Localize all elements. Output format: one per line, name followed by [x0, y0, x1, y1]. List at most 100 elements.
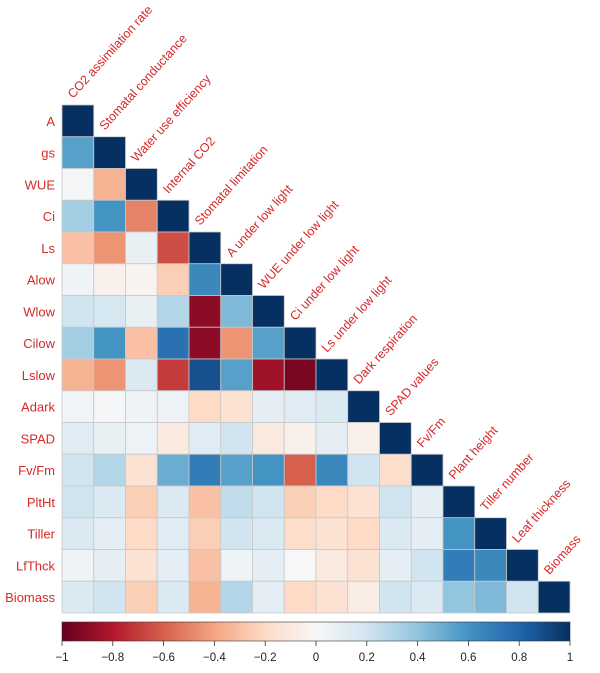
heatmap-cell-4-4	[188, 231, 222, 265]
colorbar-tick-label-1: −0.8	[101, 652, 124, 664]
heatmap-cell-13-5	[220, 517, 253, 550]
heatmap-cell-12-12	[442, 485, 476, 519]
heatmap-cell-10-8	[315, 422, 349, 455]
heatmap-cell-10-7	[283, 422, 317, 455]
heatmap-cell-12-1	[93, 485, 126, 519]
heatmap-cell-3-2	[125, 199, 158, 233]
heatmap-cell-12-11	[410, 485, 444, 519]
colorbar-tick-label-10: 1	[567, 652, 573, 664]
column-label-13: Tiller number	[478, 451, 537, 514]
heatmap-cell-15-6	[252, 580, 285, 614]
heatmap-cell-7-7	[283, 326, 317, 360]
heatmap-cell-14-8	[315, 549, 349, 582]
heatmap-cell-11-11	[410, 453, 444, 487]
heatmap-cell-4-0	[61, 231, 95, 265]
heatmap-cell-14-11	[410, 549, 444, 582]
heatmap-cell-13-0	[61, 517, 95, 550]
heatmap-cell-15-3	[156, 580, 190, 614]
heatmap-cell-13-13	[474, 517, 507, 550]
heatmap-cell-7-5	[220, 326, 253, 360]
heatmap-cell-2-2	[125, 168, 158, 201]
colorbar-tick-label-6: 0.2	[359, 652, 375, 664]
row-labels: Ags WUE Ci Ls Alow Wlow Cilow Lslow Adark SPAD Fv/…	[5, 114, 56, 605]
heatmap-cell-13-4	[188, 517, 222, 550]
heatmap-cell-12-10	[379, 485, 412, 519]
column-label-15: Biomass	[541, 532, 583, 577]
heatmap-cell-14-4	[188, 549, 222, 582]
heatmap-cell-13-12	[442, 517, 476, 550]
heatmap-cell-11-10	[379, 453, 412, 487]
heatmap-cell-12-8	[315, 485, 349, 519]
heatmap-cell-10-10	[379, 422, 412, 455]
heatmap-cell-8-0	[61, 358, 95, 392]
heatmap-cell-6-1	[93, 295, 126, 328]
heatmap-cell-11-6	[252, 453, 285, 487]
heatmap-cell-5-1	[93, 263, 126, 296]
heatmap-cell-15-12	[442, 580, 476, 614]
heatmap-cell-9-4	[188, 390, 222, 423]
heatmap-cell-9-9	[347, 390, 380, 423]
heatmap-cell-8-7	[283, 358, 317, 392]
column-label-12: Plant height	[446, 423, 501, 482]
heatmap-cell-6-2	[125, 295, 158, 328]
heatmap-cell-12-9	[347, 485, 380, 519]
heatmap-cell-11-7	[283, 453, 317, 487]
heatmap-cell-15-9	[347, 580, 380, 614]
heatmap-cell-11-8	[315, 453, 349, 487]
heatmap-cell-14-13	[474, 549, 507, 582]
heatmap-cell-4-3	[156, 231, 190, 265]
heatmap-cell-15-15	[537, 580, 571, 614]
heatmap-cell-11-3	[156, 453, 190, 487]
row-label-10: SPAD	[21, 431, 55, 446]
heatmap-cell-8-8	[315, 358, 349, 392]
heatmap-cell-13-2	[125, 517, 158, 550]
heatmap-cell-10-9	[347, 422, 380, 455]
heatmap-cell-14-6	[252, 549, 285, 582]
heatmap-cell-9-3	[156, 390, 190, 423]
heatmap-cell-6-0	[61, 295, 95, 328]
heatmap-cell-11-9	[347, 453, 380, 487]
row-label-13: Tiller	[27, 527, 55, 542]
heatmap-cell-15-14	[506, 580, 539, 614]
colorbar-tick-label-5: 0	[313, 652, 319, 664]
row-label-5: Alow	[27, 273, 56, 288]
heatmap-cell-14-14	[506, 549, 539, 582]
row-label-4: Ls	[41, 241, 55, 256]
heatmap-cell-10-4	[188, 422, 222, 455]
heatmap-cell-7-0	[61, 326, 95, 360]
row-label-8: Lslow	[22, 368, 56, 383]
heatmap-cell-14-3	[156, 549, 190, 582]
heatmap-cell-15-5	[220, 580, 253, 614]
heatmap-cell-5-2	[125, 263, 158, 296]
heatmap-cell-11-1	[93, 453, 126, 487]
heatmap-cell-12-0	[61, 485, 95, 519]
colorbar-tick-label-4: −0.2	[254, 652, 277, 664]
heatmap-cell-6-3	[156, 295, 190, 328]
heatmap-cell-13-8	[315, 517, 349, 550]
heatmap-cell-14-9	[347, 549, 380, 582]
heatmap-cell-13-10	[379, 517, 412, 550]
heatmap-cell-9-2	[125, 390, 158, 423]
heatmap-cell-9-7	[283, 390, 317, 423]
heatmap-cell-15-8	[315, 580, 349, 614]
heatmap-cell-12-3	[156, 485, 190, 519]
heatmap-cell-8-5	[220, 358, 253, 392]
heatmap-cell-13-1	[93, 517, 126, 550]
heatmap-cell-7-3	[156, 326, 190, 360]
heatmap-cell-5-3	[156, 263, 190, 296]
heatmap-cell-12-4	[188, 485, 222, 519]
heatmap-cell-0-0	[61, 104, 95, 138]
heatmap-cell-6-5	[220, 295, 253, 328]
heatmap-cell-4-2	[125, 231, 158, 265]
heatmap-cell-13-6	[252, 517, 285, 550]
heatmap-cell-7-4	[188, 326, 222, 360]
heatmap-cell-8-2	[125, 358, 158, 392]
row-label-9: Adark	[21, 400, 55, 415]
heatmap-cell-6-4	[188, 295, 222, 328]
heatmap-cell-15-11	[410, 580, 444, 614]
column-label-3: Internal CO2	[160, 134, 218, 196]
heatmap-cell-3-3	[156, 199, 190, 233]
row-label-1: gs	[41, 146, 55, 161]
heatmap-cell-4-1	[93, 231, 126, 265]
heatmap-cell-14-10	[379, 549, 412, 582]
